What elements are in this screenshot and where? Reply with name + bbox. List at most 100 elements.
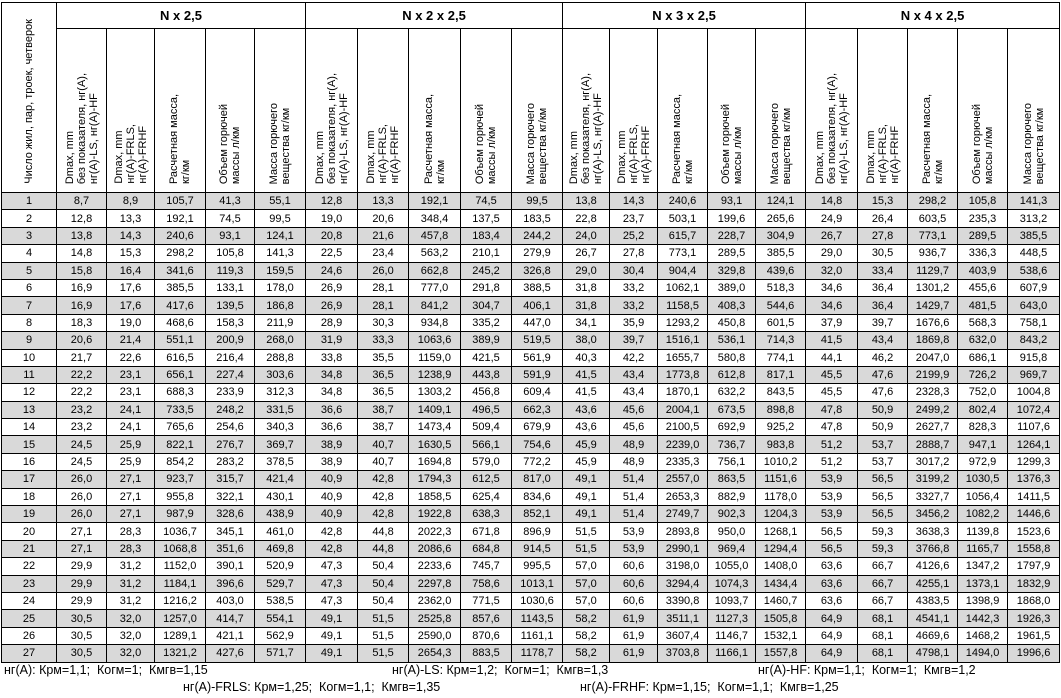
cell: 3 (1, 226, 57, 246)
table-row: 21 27,1 28,3 1068,8 351,6 469,8 42,8 44,8 2086,6… (1, 539, 1061, 559)
column-header-text: Расчетная масса, кг/км (670, 93, 695, 184)
column-header-text: Масса горючего вещества кг/км (525, 102, 550, 184)
cell: 1630,5 (408, 435, 462, 454)
cell: 1398,9 (957, 591, 1009, 611)
cell: 35,9 (609, 313, 659, 333)
cell: 1922,8 (408, 505, 462, 524)
cell: 5 (1, 261, 57, 280)
cell: 68,1 (857, 609, 909, 628)
cell: 15,8 (56, 261, 107, 280)
cell: 2627,7 (907, 418, 959, 437)
cell: 28,3 (106, 522, 155, 541)
cell: 754,6 (511, 435, 564, 454)
cell: 972,9 (957, 452, 1009, 472)
cell: 822,1 (154, 435, 206, 454)
cell: 925,2 (755, 418, 807, 437)
cell: 601,5 (755, 313, 807, 333)
cell: 995,5 (511, 557, 564, 576)
cell: 45,5 (805, 383, 859, 402)
row-label: Число жил, пар, троек, четверок (23, 19, 35, 184)
cell: 841,2 (408, 296, 462, 315)
cell: 59,3 (857, 522, 909, 541)
table-row: 13 23,2 24,1 733,5 248,2 331,5 36,6 38,7 1409,1 4… (1, 400, 1061, 420)
cell: 448,5 (1007, 244, 1061, 263)
cell: 59,3 (857, 539, 909, 559)
table-row: 25 30,5 32,0 1257,0 414,7 554,1 49,1 51,5 2525,8… (1, 609, 1061, 628)
cell: 1013,1 (511, 574, 564, 593)
cell: 388,5 (511, 278, 564, 298)
cell: 12,8 (305, 191, 359, 211)
cell: 14,3 (106, 226, 155, 246)
footnote: нг(А)-LS: Крм=1,2; Когм=1; Кмгв=1,3 (392, 663, 609, 677)
cell: 896,9 (511, 522, 564, 541)
cell: 50,4 (357, 574, 410, 593)
cell: 10 (1, 348, 57, 367)
cell: 24,6 (305, 261, 359, 280)
cell: 1505,8 (755, 609, 807, 628)
table-row: 12 22,2 23,1 688,3 233,9 312,3 34,8 36,5 1303,2 4… (1, 383, 1061, 402)
column-header: Расчетная масса, кг/км (154, 28, 206, 193)
cell: 211,9 (253, 313, 307, 333)
cell: 736,7 (707, 435, 757, 454)
cell: 56,5 (805, 522, 859, 541)
cell: 2749,7 (657, 505, 709, 524)
cell: 421,4 (253, 470, 307, 489)
cell: 969,4 (707, 539, 757, 559)
cell: 518,3 (755, 278, 807, 298)
table-row: 3 13,8 14,3 240,6 93,1 124,1 20,8 21,6 457,8 183,… (1, 226, 1061, 246)
cell: 2086,6 (408, 539, 462, 559)
cell: 3199,2 (907, 470, 959, 489)
cell: 64,9 (805, 626, 859, 646)
cell: 2590,0 (408, 626, 462, 646)
cell: 186,8 (253, 296, 307, 315)
cell: 32,0 (106, 609, 155, 628)
cell: 43,4 (857, 331, 909, 350)
cell: 14 (1, 418, 57, 437)
cell: 1773,8 (657, 365, 709, 385)
cell: 53,9 (805, 487, 859, 507)
cell: 1321,2 (154, 644, 206, 663)
cell: 563,2 (408, 244, 462, 263)
cell: 326,8 (511, 261, 564, 280)
table-row: 6 16,9 17,6 385,5 133,1 178,0 26,9 28,1 777,0 291… (1, 278, 1061, 298)
table-row: 22 29,9 31,2 1152,0 390,1 520,9 47,3 50,4 2233,6… (1, 557, 1061, 576)
cell: 11 (1, 365, 57, 385)
cell: 3607,4 (657, 626, 709, 646)
cell: 199,6 (707, 209, 757, 228)
cell: 30,5 (56, 626, 107, 646)
cell: 29,9 (56, 574, 107, 593)
table-row: 23 29,9 31,2 1184,1 396,6 529,7 47,3 50,4 2297,8… (1, 574, 1061, 593)
cell: 315,7 (205, 470, 255, 489)
cell: 23,1 (106, 383, 155, 402)
cell: 24,0 (562, 226, 611, 246)
group-header: N x 2 x 2,5 (305, 2, 564, 29)
cell: 74,5 (460, 191, 513, 211)
cell: 23,1 (106, 365, 155, 385)
cell: 40,7 (357, 435, 410, 454)
cell: 870,6 (460, 626, 513, 646)
cell: 1694,8 (408, 452, 462, 472)
cell: 4 (1, 244, 57, 263)
column-header-text: Dmax, mm нг(А)-FRLS, нг(А)-FRHF (112, 124, 149, 184)
cell: 141,3 (1007, 191, 1061, 211)
cell: 427,6 (205, 644, 255, 663)
cell: 438,9 (253, 505, 307, 524)
cell: 686,1 (957, 348, 1009, 367)
cell: 38,9 (305, 452, 359, 472)
cell: 461,0 (253, 522, 307, 541)
cell: 417,6 (154, 296, 206, 315)
cell: 662,3 (511, 400, 564, 420)
cell: 61,9 (609, 609, 659, 628)
cell: 26,0 (56, 470, 107, 489)
cell: 268,0 (253, 331, 307, 350)
column-header-text: Dmax, mm без показателя, нг(А), нг(А)-LS… (813, 72, 850, 184)
cell: 12,8 (56, 209, 107, 228)
cell: 771,5 (460, 591, 513, 611)
cell: 714,3 (755, 331, 807, 350)
column-header: Расчетная масса, кг/км (408, 28, 462, 193)
cell: 2525,8 (408, 609, 462, 628)
table-row: 17 26,0 27,1 923,7 315,7 421,4 40,9 42,8 1794,3 6… (1, 470, 1061, 489)
cell: 1093,7 (707, 591, 757, 611)
cell: 56,5 (857, 487, 909, 507)
cell: 345,1 (205, 522, 255, 541)
